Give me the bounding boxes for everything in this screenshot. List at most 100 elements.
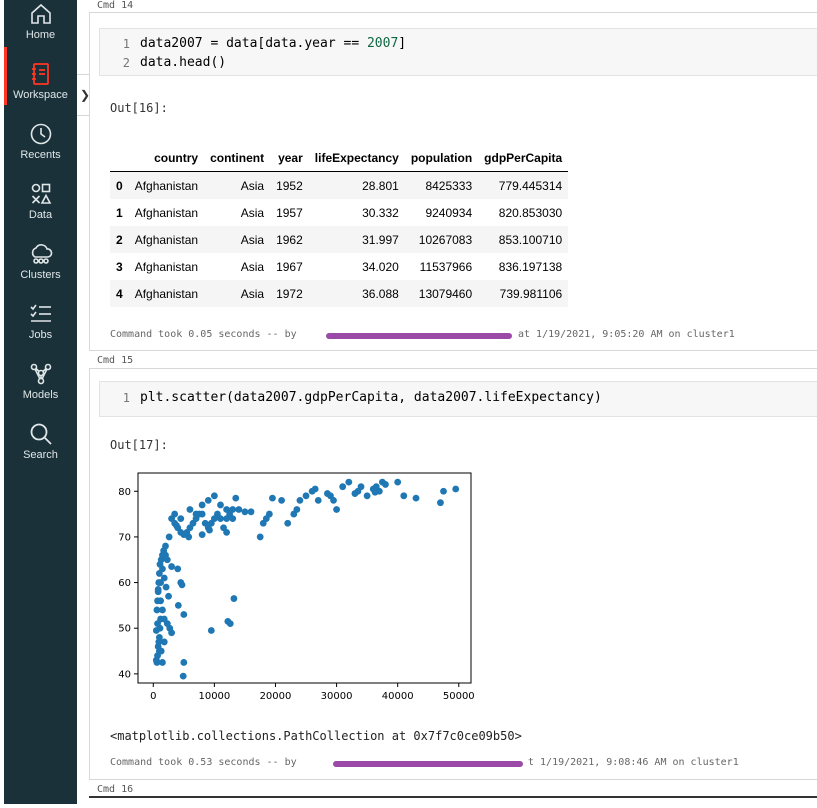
x-tick-label: 0: [150, 691, 156, 702]
cell-gdp: 836.197138: [498, 259, 563, 274]
sidebar-item-home[interactable]: Home: [4, 2, 77, 62]
output-prompt: Out[17]:: [110, 438, 168, 452]
sidebar-item-label: Home: [25, 29, 56, 41]
sidebar-item-data[interactable]: Data: [4, 182, 77, 242]
scatter-point: [177, 515, 185, 523]
scatter-point: [154, 620, 161, 628]
sidebar-item-label: Clusters: [20, 269, 61, 281]
sidebar-item-label: Recents: [20, 149, 61, 161]
scatter-point: [247, 508, 255, 516]
cell-country: Afghanistan: [128, 280, 205, 307]
scatter-point: [174, 601, 182, 609]
code-line: data.head(): [140, 55, 227, 70]
scatter-point: [179, 672, 187, 680]
line-number: 2: [122, 56, 130, 70]
scatter-point: [155, 633, 163, 641]
scatter-point: [394, 478, 402, 486]
scatter-point: [185, 533, 193, 541]
cell-pop: 8425333: [404, 171, 479, 199]
scatter-point: [314, 496, 322, 504]
scatter-point: [165, 533, 173, 541]
scatter-point: [171, 510, 179, 518]
scatter-point: [165, 592, 172, 600]
output-repr: <matplotlib.collections.PathCollection a…: [110, 729, 522, 743]
cell-life: 34.020: [362, 259, 399, 274]
command-took-status: Command took 0.53 seconds -- by: [110, 757, 297, 768]
scatter-point: [229, 515, 237, 523]
y-tick-label: 40: [118, 669, 131, 680]
scatter-point: [296, 496, 304, 504]
sidebar-item-label: Data: [28, 209, 53, 221]
scatter-point: [371, 488, 379, 496]
scatter-point: [152, 627, 160, 634]
cell-continent: Asia: [204, 171, 271, 199]
sidebar-item-recents[interactable]: Recents: [4, 122, 77, 182]
scatter-point: [157, 597, 165, 605]
jobs-icon: [30, 304, 51, 322]
active-indicator: [4, 47, 7, 105]
cell-pop: 9240934: [425, 205, 473, 220]
column-header: population: [404, 145, 479, 172]
sidebar-item-clusters[interactable]: Clusters: [4, 242, 77, 302]
x-tick-label: 30000: [321, 691, 353, 702]
scatter-point: [153, 606, 161, 614]
code-editor[interactable]: 1 data2007 = data[data.year == 2007] 2 d…: [99, 28, 817, 76]
scatter-point: [174, 565, 182, 573]
cell-gdp: 853.100710: [478, 226, 569, 253]
line-number: 1: [122, 37, 130, 51]
scatter-point: [379, 478, 386, 486]
command-took-timestamp: at 1/19/2021, 9:05:20 AM on cluster1: [518, 329, 735, 340]
cell-year: 1972: [270, 280, 309, 307]
notebook-cell[interactable]: 1 plt.scatter(data2007.gdpPerCapita, dat…: [89, 368, 817, 780]
cell-gdp: 820.853030: [498, 205, 563, 220]
x-tick-label: 50000: [443, 691, 475, 702]
scatter-point: [153, 659, 161, 666]
output-prompt: Out[16]:: [110, 101, 168, 115]
command-took-status: Command took 0.05 seconds -- by: [110, 329, 297, 340]
cell-life: 36.088: [308, 280, 405, 307]
cell-year: 1967: [276, 259, 303, 274]
scatter-point: [168, 563, 176, 570]
cell-pop: 10267083: [404, 226, 479, 253]
scatter-point: [235, 506, 243, 513]
scatter-point: [265, 510, 273, 518]
scatter-point: [217, 515, 224, 523]
sidebar-item-workspace[interactable]: Workspace: [4, 62, 77, 122]
scatter-point: [412, 494, 420, 502]
sidebar: Home Workspace Recents Data Clusters Job…: [4, 0, 77, 804]
cell-label: Cmd 14: [97, 0, 134, 11]
scatter-point: [269, 494, 276, 502]
scatter-point: [333, 506, 340, 513]
sidebar-item-search[interactable]: Search: [4, 422, 77, 482]
x-tick-label: 20000: [260, 691, 292, 702]
scatter-point: [160, 638, 168, 646]
cell-gdp: 779.445314: [478, 171, 569, 199]
y-tick-label: 60: [118, 578, 131, 589]
scatter-plot: 0 10000 20000 30000 40000 50000 40 50 60 70 80: [118, 472, 475, 702]
notebook-cell[interactable]: 1 data2007 = data[data.year == 2007] 2 d…: [89, 12, 817, 351]
scatter-point: [217, 501, 224, 509]
y-tick-label: 70: [118, 532, 131, 543]
x-axis-ticks: 0 10000 20000 30000 40000 50000: [150, 683, 475, 702]
sidebar-item-jobs[interactable]: Jobs: [4, 302, 77, 362]
sidebar-item-models[interactable]: Models: [4, 362, 77, 422]
code-editor[interactable]: 1 plt.scatter(data2007.gdpPerCapita, dat…: [99, 381, 817, 417]
code-text: data2007 = data[data.year ==: [140, 36, 367, 51]
notebook-cell-next[interactable]: [89, 796, 817, 808]
scatter-points: [152, 478, 460, 680]
table-row: 0 Afghanistan Asia 1952 28.801 8425333 7…: [110, 171, 569, 199]
scatter-point: [400, 492, 408, 500]
x-tick-label: 10000: [198, 691, 230, 702]
scatter-point: [302, 492, 310, 500]
clusters-icon: [31, 244, 53, 264]
table-row: 1 Afghanistan Asia 1957 30.332 9240934 8…: [110, 199, 568, 226]
cell-year: 1962: [270, 226, 309, 253]
scatter-point: [157, 579, 165, 586]
recents-icon: [30, 123, 52, 145]
scatter-point: [162, 542, 169, 550]
scatter-point: [278, 496, 285, 504]
row-index: 2: [110, 226, 129, 253]
cell-continent: Asia: [204, 226, 271, 253]
column-header: country: [128, 145, 205, 172]
table-header-row: country continent year lifeExpectancy po…: [110, 145, 569, 172]
